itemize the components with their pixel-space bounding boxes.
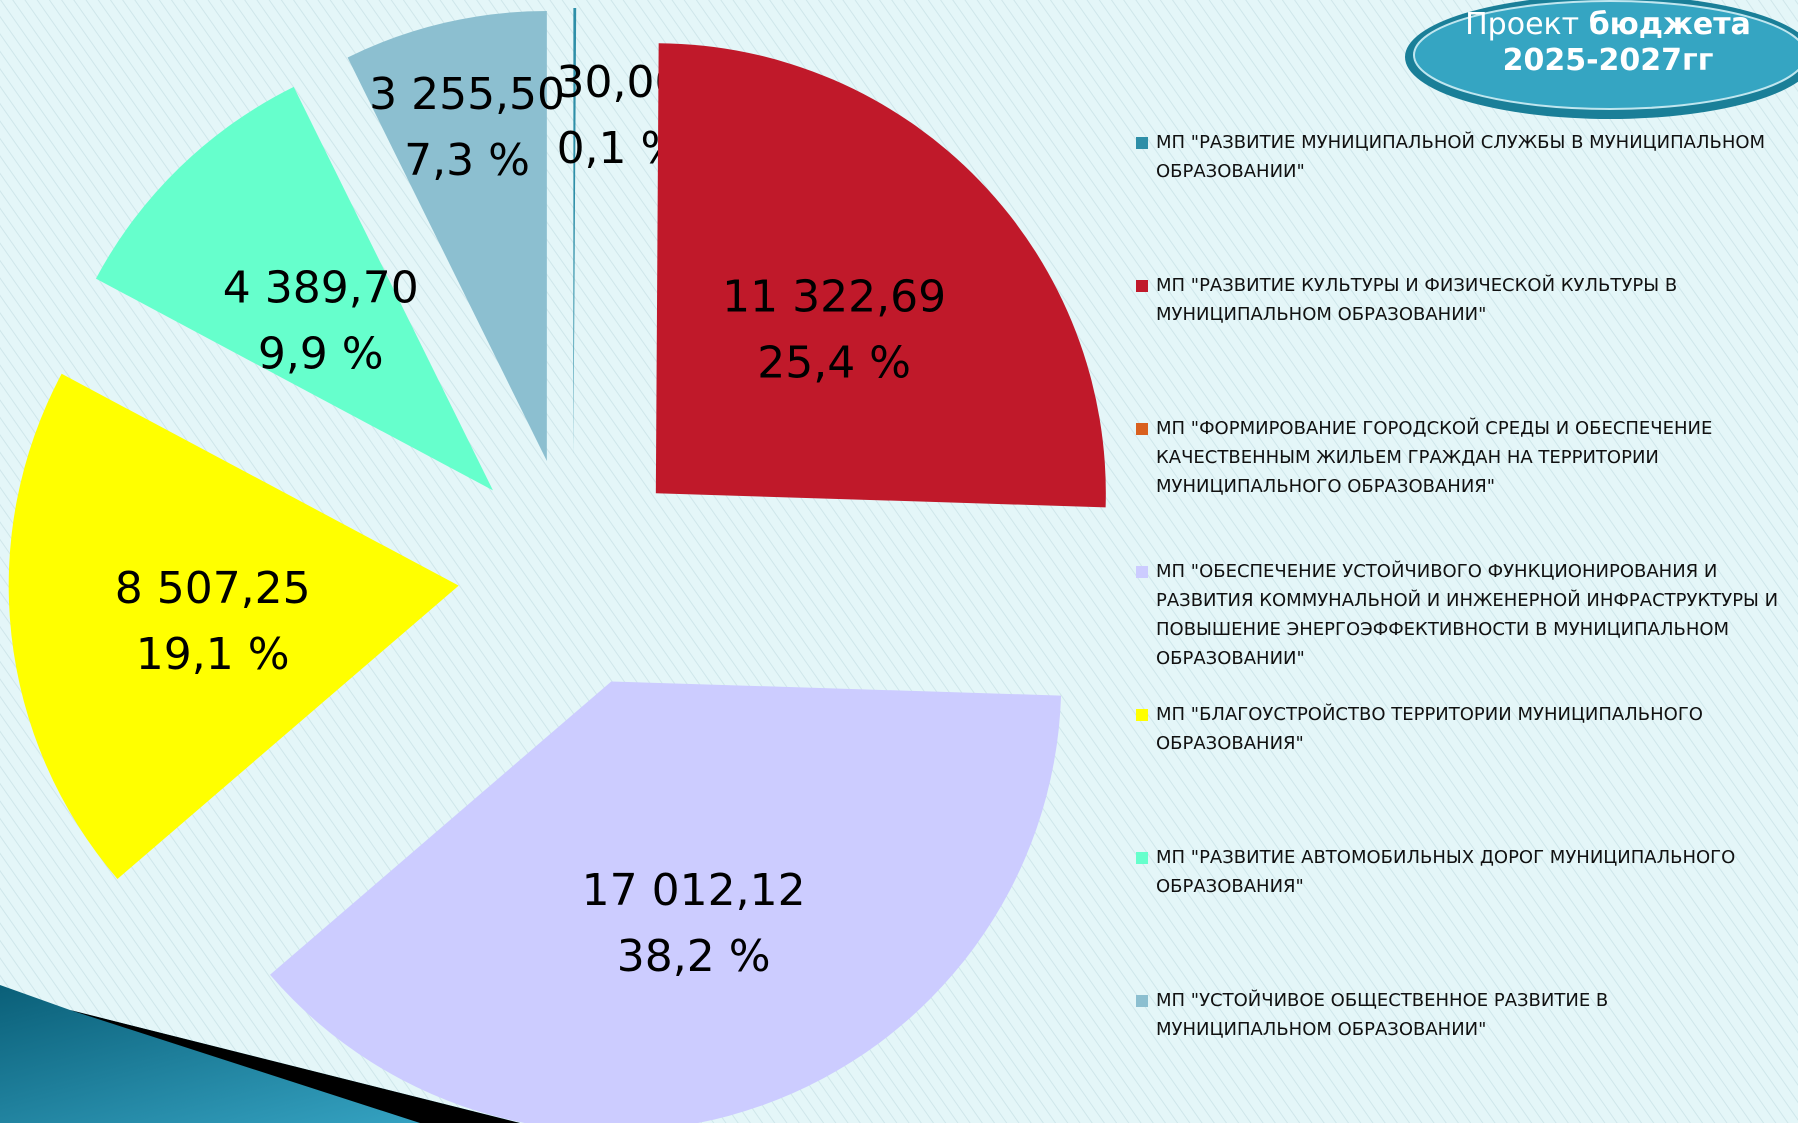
legend-item: МП "УСТОЙЧИВОЕ ОБЩЕСТВЕННОЕ РАЗВИТИЕ В М… — [1136, 986, 1786, 1044]
legend-swatch — [1136, 995, 1148, 1007]
slide: Проект бюджета 2025-2027гг 30,000,1 %11 … — [0, 0, 1798, 1123]
legend-swatch — [1136, 709, 1148, 721]
value-label: 3 255,50 — [369, 69, 565, 120]
legend-item: МП "РАЗВИТИЕ МУНИЦИПАЛЬНОЙ СЛУЖБЫ В МУНИ… — [1136, 128, 1786, 186]
legend-label: МП "ФОРМИРОВАНИЕ ГОРОДСКОЙ СРЕДЫ И ОБЕСП… — [1156, 418, 1712, 497]
legend-item: МП "ФОРМИРОВАНИЕ ГОРОДСКОЙ СРЕДЫ И ОБЕСП… — [1136, 414, 1786, 501]
legend-item: МП "ОБЕСПЕЧЕНИЕ УСТОЙЧИВОГО ФУНКЦИОНИРОВ… — [1136, 557, 1786, 673]
percent-label: 25,4 % — [757, 338, 911, 389]
legend-swatch — [1136, 280, 1148, 292]
legend-swatch — [1136, 852, 1148, 864]
legend-label: МП "ОБЕСПЕЧЕНИЕ УСТОЙЧИВОГО ФУНКЦИОНИРОВ… — [1156, 561, 1778, 669]
legend-label: МП "БЛАГОУСТРОЙСТВО ТЕРРИТОРИИ МУНИЦИПАЛ… — [1156, 704, 1703, 754]
legend-item: МП "РАЗВИТИЕ КУЛЬТУРЫ И ФИЗИЧЕСКОЙ КУЛЬТ… — [1136, 271, 1786, 329]
percent-label: 38,2 % — [617, 931, 771, 982]
title-part: Проект — [1465, 7, 1579, 42]
percent-label: 19,1 % — [136, 629, 290, 680]
value-label: 11 322,69 — [722, 272, 946, 323]
legend-swatch — [1136, 566, 1148, 578]
legend-item: МП "РАЗВИТИЕ АВТОМОБИЛЬНЫХ ДОРОГ МУНИЦИП… — [1136, 843, 1786, 901]
legend-label: МП "УСТОЙЧИВОЕ ОБЩЕСТВЕННОЕ РАЗВИТИЕ В М… — [1156, 990, 1608, 1040]
value-label: 8 507,25 — [115, 563, 311, 614]
value-label: 4 389,70 — [223, 263, 419, 314]
legend-label: МП "РАЗВИТИЕ МУНИЦИПАЛЬНОЙ СЛУЖБЫ В МУНИ… — [1156, 132, 1765, 182]
legend-swatch — [1136, 137, 1148, 149]
legend-swatch — [1136, 423, 1148, 435]
value-label: 17 012,12 — [582, 865, 806, 916]
legend-label: МП "РАЗВИТИЕ АВТОМОБИЛЬНЫХ ДОРОГ МУНИЦИП… — [1156, 847, 1735, 897]
legend-item: МП "БЛАГОУСТРОЙСТВО ТЕРРИТОРИИ МУНИЦИПАЛ… — [1136, 700, 1786, 758]
title-part: бюджета — [1589, 7, 1751, 42]
percent-label: 9,9 % — [258, 329, 384, 380]
legend-label: МП "РАЗВИТИЕ КУЛЬТУРЫ И ФИЗИЧЕСКОЙ КУЛЬТ… — [1156, 275, 1677, 325]
chart-title: 2025-2027гг — [1503, 43, 1714, 78]
chart-title: Проект бюджета — [1465, 7, 1751, 42]
percent-label: 7,3 % — [404, 135, 530, 186]
